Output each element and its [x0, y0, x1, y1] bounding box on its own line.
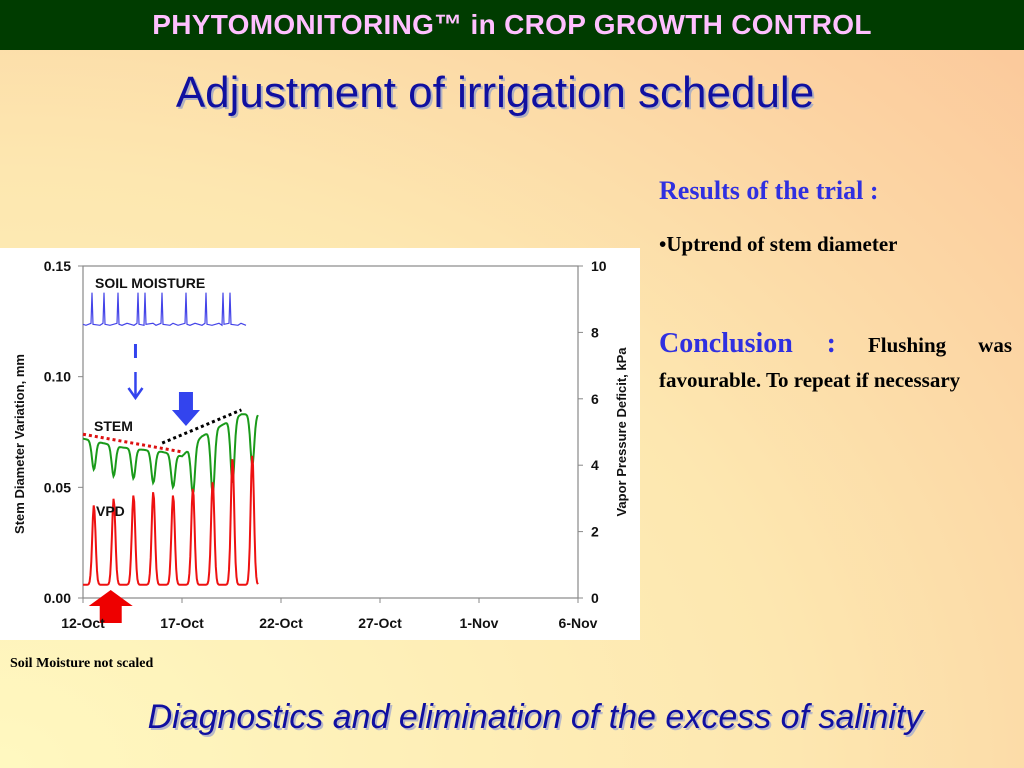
y-tick-label: 0.05: [44, 479, 71, 495]
y-tick-label: 0.10: [44, 369, 71, 385]
stem-diameter-chart: 12-Oct 17-Oct 22-Oct 27-Oct 1-Nov 6-Nov 0.00 0.…: [12, 258, 629, 631]
arrow-down-block-blue-icon: [171, 392, 200, 426]
series-label-soil-moisture: SOIL MOISTURE: [95, 275, 205, 291]
results-bullet: •Uptrend of stem diameter: [659, 232, 898, 256]
trend-line-black: [161, 408, 242, 445]
y2-tick-label: 10: [591, 258, 607, 274]
series-vpd-line: [83, 455, 259, 586]
x-tick-label: 1-Nov: [460, 615, 499, 631]
trend-line-red: [82, 432, 183, 454]
y2-tick-label: 4: [591, 457, 599, 473]
y2-axis-label: Vapor Pressure Deficit, kPa: [614, 347, 629, 517]
x-tick-label: 12-Oct: [61, 615, 105, 631]
y-tick-label: 0.00: [44, 590, 71, 606]
arrow-up-red-icon: [88, 590, 133, 623]
series-label-stem: STEM: [94, 418, 133, 434]
series-soil-moisture-line: [82, 292, 247, 327]
x-tick-label: 17-Oct: [160, 615, 204, 631]
y-tick-label: 0.15: [44, 258, 71, 274]
y2-tick-label: 6: [591, 391, 599, 407]
chart-panel: 12-Oct 17-Oct 22-Oct 27-Oct 1-Nov 6-Nov 0.00 0.…: [0, 248, 640, 640]
arrow-down-blue-icon: [127, 387, 144, 401]
conclusion-block: Conclusion : Flushing was favourable. To…: [659, 326, 1012, 398]
slide-subtitle: Diagnostics and elimination of the exces…: [147, 698, 923, 736]
conclusion-label: Conclusion :: [659, 328, 836, 359]
slide-header: PHYTOMONITORING™ in CROP GROWTH CONTROL: [0, 0, 1024, 50]
series-stem-line: [82, 413, 259, 495]
y2-tick-label: 0: [591, 590, 599, 606]
plot-frame: [82, 265, 579, 599]
slide-title: Adjustment of irrigation schedule: [175, 68, 815, 117]
series-label-vpd: VPD: [96, 503, 125, 519]
y-axis-label: Stem Diameter Variation, mm: [12, 354, 27, 534]
y2-tick-label: 8: [591, 324, 599, 340]
y2-tick-label: 2: [591, 524, 599, 540]
x-tick-label: 22-Oct: [259, 615, 303, 631]
conclusion-text: Flushing was favourable. To repeat if ne…: [659, 333, 1012, 392]
x-tick-label: 27-Oct: [358, 615, 402, 631]
results-heading: Results of the trial :: [659, 176, 879, 205]
x-tick-label: 6-Nov: [559, 615, 598, 631]
footnote: Soil Moisture not scaled: [10, 656, 154, 671]
